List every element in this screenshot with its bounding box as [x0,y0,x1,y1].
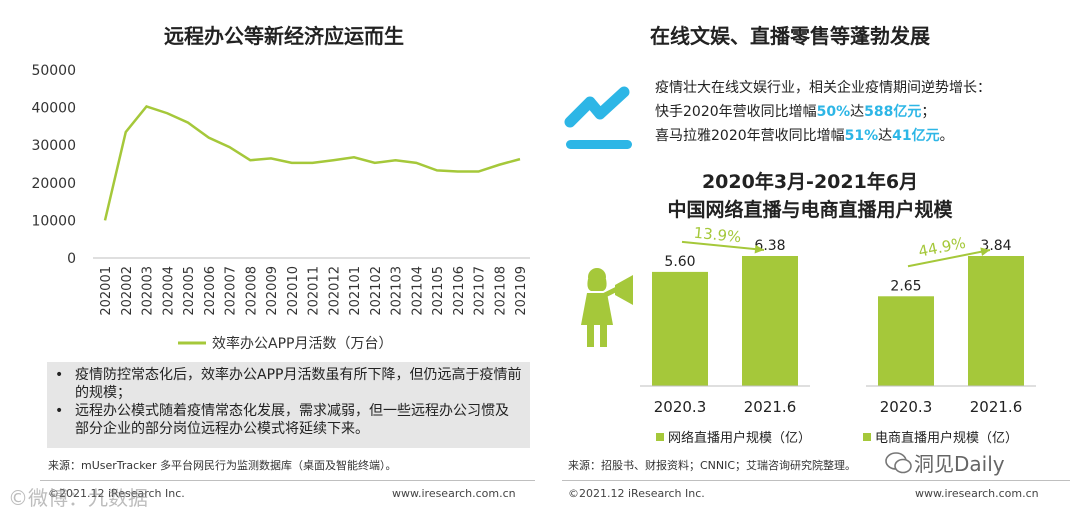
bullet-dot: • [55,403,64,419]
y-tick-label: 50000 [31,63,76,79]
legend-label: 效率办公APP月活数（万台） [212,335,392,352]
bar-value-label: 5.60 [664,254,695,270]
y-tick-label: 10000 [31,213,76,229]
growth-rate-label: 13.9% [693,224,742,247]
wechat-icon [885,451,912,473]
insight-item: • 远程办公模式随着疫情常态化发展，需求减弱，但一些远程办公习惯及部分企业的部分… [55,402,522,438]
x-tick-label: 202008 [244,266,259,316]
legend-swatch [656,433,664,441]
x-category-label: 2021.6 [970,398,1023,416]
right-copyright: ©2021.12 iResearch Inc. [568,487,705,500]
ximalaya-rate: 51% [844,128,879,144]
megaphone-person-icon [581,268,633,347]
x-tick-label: 202101 [348,266,363,316]
left-site: www.iresearch.com.cn [392,487,516,500]
left-title: 远程办公等新经济应运而生 [164,24,404,48]
growth-arrow-head [980,247,990,257]
y-tick-label: 40000 [31,101,76,117]
x-tick-label: 202010 [286,266,301,316]
x-tick-label: 202002 [120,266,135,316]
x-tick-label: 202109 [514,266,529,316]
kuaishou-rate: 50% [816,104,851,120]
x-tick-label: 202006 [203,266,218,316]
watermark-text: 洞见Daily [914,452,1005,476]
x-tick-label: 202105 [431,266,446,316]
intro-line: 疫情壮大在线文娱行业，相关企业疫情期间逆势增长： [655,80,991,96]
kuaishou-amount: 588亿元 [864,104,922,120]
growth-arrow [681,240,765,251]
bar [968,256,1024,386]
x-tick-label: 202004 [161,266,176,316]
subtitle-line-1: 2020年3月-2021年6月 [701,171,919,193]
bar-chart-subtitle: 2020年3月-2021年6月 中国网络直播与电商直播用户规模 [610,168,1010,224]
x-tick-label: 202003 [141,266,156,316]
ximalaya-line: 喜马拉雅2020年营收同比增幅51%达41亿元。 [655,124,991,148]
growth-arrow-head [754,244,764,254]
y-tick-label: 20000 [31,176,76,192]
legend-swatch [863,433,871,441]
ximalaya-amount: 41亿元 [892,128,940,144]
left-footer-divider [40,480,535,481]
x-category-label: 2020.3 [880,398,933,416]
line-chart: 0 10000 20000 30000 40000 50000 202001 202002 2… [31,63,530,352]
y-tick-label: 30000 [31,138,76,154]
right-footer-divider [562,480,1070,481]
left-copyright: ©2021.12 iResearch Inc. [48,487,185,500]
legend-label: 网络直播用户规模（亿） [668,430,811,446]
kuaishou-prefix: 快手2020年营收同比增幅 [655,104,817,120]
insight-box: • 疫情防控常态化后，效率办公APP月活数虽有所下降，但仍远高于疫情前的规模； … [47,362,530,448]
x-tick-label: 202005 [182,266,197,316]
trend-up-icon [564,86,632,149]
insight-text: 远程办公模式随着疫情常态化发展，需求减弱，但一些远程办公习惯及部分企业的部分岗位… [75,403,509,437]
x-tick-label: 202009 [265,266,280,316]
bar [742,256,798,386]
x-tick-label: 202108 [493,266,508,316]
x-tick-label: 202107 [473,266,488,316]
insight-text: 疫情防控常态化后，效率办公APP月活数虽有所下降，但仍远高于疫情前的规模； [75,367,522,401]
growth-arrow [907,249,991,268]
legend-label: 电商直播用户规模（亿） [875,430,1018,446]
insight-item: • 疫情防控常态化后，效率办公APP月活数虽有所下降，但仍远高于疫情前的规模； [55,366,522,402]
x-tick-label: 202103 [390,266,405,316]
x-category-label: 2020.3 [654,398,707,416]
x-tick-label: 202011 [307,266,322,316]
bar-value-label: 2.65 [890,278,921,294]
bullet-dot: • [55,367,64,383]
bar [652,271,708,386]
series-line-efficiency-apps [103,105,521,221]
x-category-label: 2021.6 [744,398,797,416]
right-site: www.iresearch.com.cn [915,487,1039,500]
x-tick-label: 202102 [369,266,384,316]
ximalaya-prefix: 喜马拉雅2020年营收同比增幅 [655,128,845,144]
bar [878,296,934,386]
kuaishou-line: 快手2020年营收同比增幅50%达588亿元； [655,100,991,124]
kuaishou-mid: 达 [850,104,865,120]
subtitle-line-2: 中国网络直播与电商直播用户规模 [667,199,953,221]
left-watermark: ©微博：九数据 [8,486,148,510]
ximalaya-mid: 达 [878,128,893,144]
x-tick-label: 202104 [410,266,425,316]
right-watermark: 洞见Daily [880,448,1009,477]
ximalaya-suffix: 。 [939,128,954,144]
right-source: 来源：招股书、财报资料；CNNIC；艾瑞咨询研究院整理。 [568,459,857,472]
intro-text: 疫情壮大在线文娱行业，相关企业疫情期间逆势增长： 快手2020年营收同比增幅50… [655,76,991,148]
x-tick-label: 202001 [99,266,114,316]
x-tick-label: 202007 [224,266,239,316]
y-tick-label: 0 [67,251,76,267]
x-tick-label: 202106 [452,266,467,316]
right-title: 在线文娱、直播零售等蓬勃发展 [650,24,930,48]
kuaishou-suffix: ； [921,104,936,120]
left-source: 来源：mUserTracker 多平台网民行为监测数据库（桌面及智能终端）。 [48,459,397,472]
x-tick-label: 202012 [327,266,342,316]
